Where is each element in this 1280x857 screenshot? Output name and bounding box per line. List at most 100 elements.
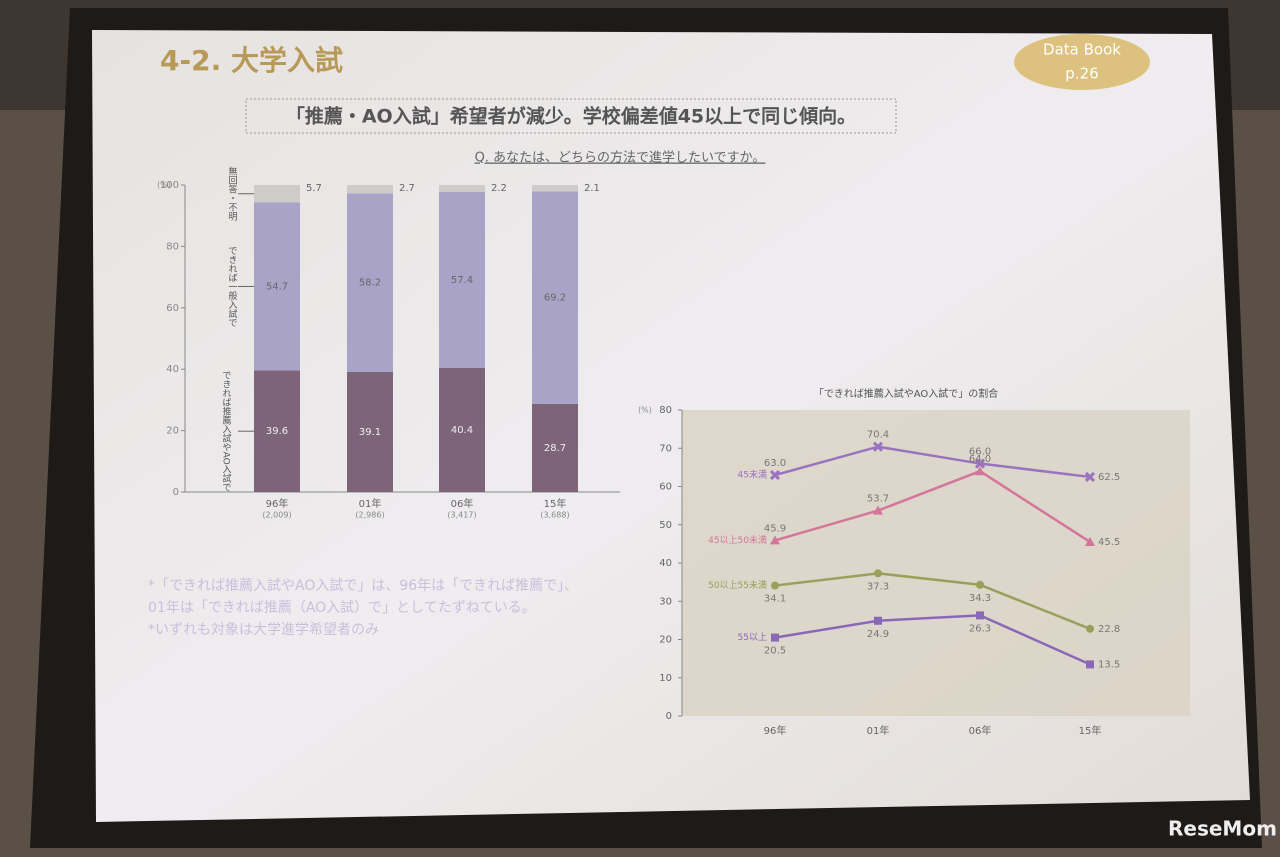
y-tick-label: 70 xyxy=(659,443,672,454)
marker xyxy=(976,580,984,589)
value-label: 34.3 xyxy=(969,593,991,604)
marker xyxy=(771,581,779,590)
value-label: 69.2 xyxy=(544,293,566,304)
value-label: 37.3 xyxy=(867,581,889,592)
series-label: 45未満 xyxy=(738,469,767,481)
y-tick-label: 80 xyxy=(166,241,179,252)
value-label: 2.1 xyxy=(584,183,600,194)
x-tick-label: 01年 xyxy=(359,497,382,510)
bar-segment xyxy=(347,371,393,492)
line xyxy=(774,614,1091,666)
x-tick-note: (2,009) xyxy=(262,511,291,520)
x-tick-note: (3,688) xyxy=(540,511,569,520)
marker xyxy=(975,466,985,476)
y-tick-label: 40 xyxy=(166,364,179,375)
line xyxy=(774,572,1091,630)
value-label: 22.8 xyxy=(1098,624,1120,635)
value-label: 24.9 xyxy=(867,629,889,640)
watermark: ReseMom xyxy=(1168,817,1277,841)
y-tick-label: 30 xyxy=(659,596,672,607)
value-label: 57.4 xyxy=(451,275,473,286)
marker xyxy=(974,458,986,469)
marker xyxy=(770,535,780,545)
question: Q. あなたは、どちらの方法で進学したいですか。 xyxy=(475,150,766,166)
value-label: 54.7 xyxy=(266,281,288,292)
y-tick-label: 50 xyxy=(659,520,672,531)
value-label: 64.0 xyxy=(969,454,991,465)
headline-box xyxy=(245,98,897,134)
note: *いずれも対象は大学進学希望者のみ xyxy=(148,622,379,638)
y-axis-label: (%) xyxy=(638,406,652,415)
marker xyxy=(1086,624,1094,633)
x-tick-label: 06年 xyxy=(451,497,474,510)
value-label: 58.2 xyxy=(359,278,381,289)
legend-label: 無回答・不明 xyxy=(227,166,238,222)
marker xyxy=(873,505,883,515)
value-label: 53.7 xyxy=(867,494,889,505)
value-label: 45.5 xyxy=(1098,537,1120,548)
x-tick-label: 96年 xyxy=(266,497,289,510)
value-label: 39.6 xyxy=(266,426,288,437)
y-tick-label: 10 xyxy=(659,673,672,684)
headline: 「推薦・AO入試」希望者が減少。学校偏差値45以上で同じ傾向。 xyxy=(286,105,856,128)
x-tick-label: 01年 xyxy=(867,724,890,737)
bar-segment xyxy=(439,367,485,492)
bar-segment xyxy=(439,185,485,192)
series-label: 45以上50未満 xyxy=(708,534,767,546)
marker xyxy=(874,569,882,578)
badge xyxy=(1014,34,1150,90)
value-label: 66.0 xyxy=(969,447,991,458)
legend-label: できれば一般入試で xyxy=(227,246,238,327)
bar-segment xyxy=(532,403,578,492)
value-label: 63.0 xyxy=(764,458,786,469)
section-title: 4-2. 大学入試 xyxy=(160,44,343,77)
bar-segment xyxy=(254,370,300,492)
plot-area xyxy=(682,410,1190,716)
value-label: 40.4 xyxy=(451,425,473,436)
value-label: 13.5 xyxy=(1098,659,1120,670)
note: *「できれば推薦入試やAO入試で」は、96年は「できれば推薦で」、 xyxy=(148,578,578,594)
x-tick-note: (2,986) xyxy=(355,511,384,520)
bar-segment xyxy=(254,185,300,203)
marker xyxy=(874,616,882,625)
bar-segment xyxy=(254,202,300,371)
bar-segment xyxy=(439,191,485,368)
badge-text: p.26 xyxy=(1065,65,1098,83)
marker xyxy=(872,441,884,452)
y-tick-label: 100 xyxy=(160,180,179,191)
marker xyxy=(976,611,984,620)
y-tick-label: 80 xyxy=(659,405,672,416)
marker xyxy=(1085,536,1095,546)
bar-segment xyxy=(347,185,393,194)
series-label: 55以上 xyxy=(738,632,767,643)
y-tick-label: 0 xyxy=(173,487,179,498)
y-tick-label: 60 xyxy=(166,303,179,314)
x-tick-label: 96年 xyxy=(764,724,787,737)
y-axis-label: (%) xyxy=(157,181,171,190)
legend-label: できれば推薦入試やAO入試で xyxy=(221,371,232,492)
note: 01年は「できれば推薦（AO入試）で」としてたずねている。 xyxy=(148,600,536,616)
y-tick-label: 20 xyxy=(166,426,179,437)
x-tick-label: 06年 xyxy=(969,724,992,737)
badge-text: Data Book xyxy=(1043,41,1121,59)
marker xyxy=(769,469,781,481)
y-tick-label: 0 xyxy=(666,711,672,722)
y-tick-label: 20 xyxy=(659,635,672,646)
value-label: 5.7 xyxy=(306,183,322,194)
marker xyxy=(1086,660,1094,669)
series-label: 50以上55未満 xyxy=(708,579,767,591)
y-tick-label: 40 xyxy=(659,558,672,569)
value-label: 62.5 xyxy=(1098,472,1120,483)
line xyxy=(774,469,1091,544)
chart-title: 「できれば推薦入試やAO入試で」の割合 xyxy=(814,387,999,400)
value-label: 2.7 xyxy=(399,183,415,194)
line xyxy=(774,445,1091,479)
value-label: 34.1 xyxy=(764,594,786,605)
value-label: 20.5 xyxy=(764,646,786,657)
value-label: 28.7 xyxy=(544,443,566,454)
x-tick-label: 15年 xyxy=(1079,724,1102,737)
bar-segment xyxy=(347,193,393,372)
value-label: 39.1 xyxy=(359,427,381,438)
x-tick-note: (3,417) xyxy=(447,511,476,520)
